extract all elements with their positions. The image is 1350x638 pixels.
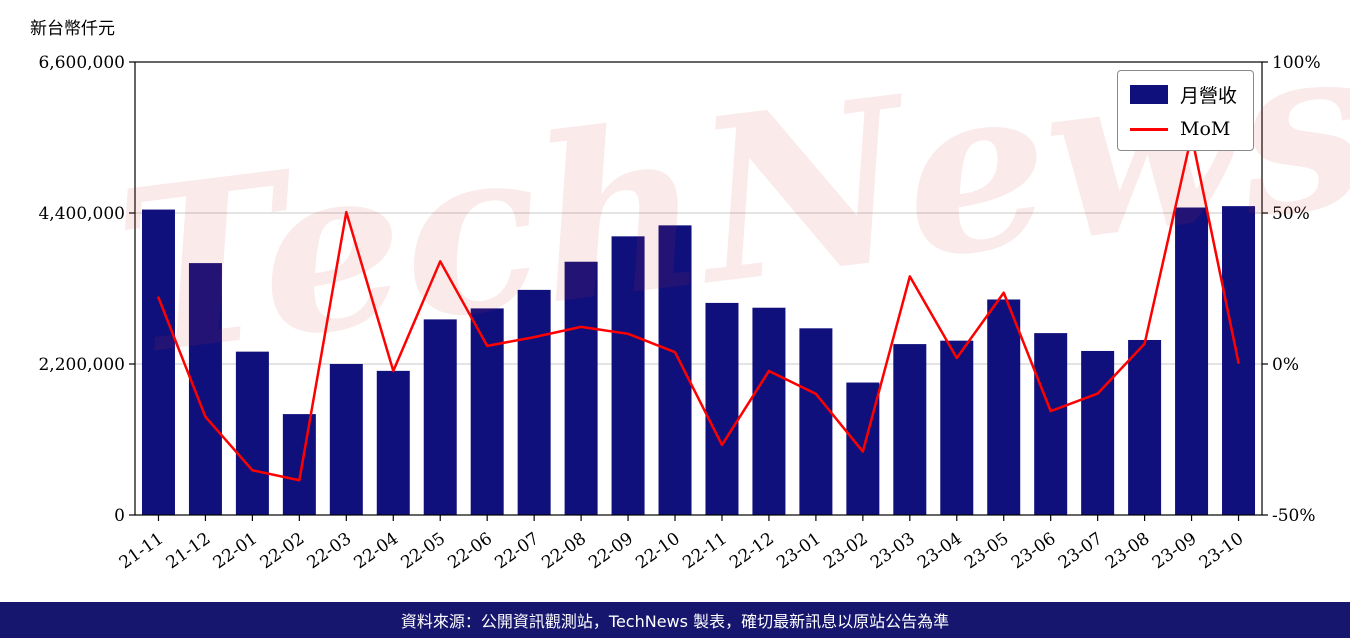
x-tick-label: 22-05 [397,529,449,573]
y-axis-unit-label: 新台幣仟元 [30,19,115,39]
x-tick-label: 23-09 [1149,529,1201,573]
x-tick-label: 23-10 [1196,529,1248,573]
line-swatch-icon [1129,127,1168,131]
x-tick-label: 23-05 [961,529,1013,573]
revenue-bars [141,206,1256,516]
x-axis: 21-1121-1222-0122-0222-0322-0422-0522-06… [116,515,1248,573]
bar [752,307,786,515]
x-tick-label: 22-08 [538,529,590,573]
left-tick-label: 6,600,000 [38,53,125,73]
x-tick-label: 23-04 [914,529,966,573]
bar [564,261,598,515]
x-tick-label: 22-01 [210,529,262,573]
right-tick-label: 100% [1272,53,1321,73]
bar [799,328,833,515]
gridlines [135,212,1262,365]
legend-revenue-label: 月營收 [1179,85,1237,107]
x-tick-label: 22-07 [491,529,543,573]
left-axis: 0 2,200,000 4,400,000 6,600,000 [38,53,135,526]
x-tick-label: 22-04 [351,529,403,573]
bar [705,302,739,515]
x-tick-label: 23-01 [773,529,825,573]
x-tick-label: 21-12 [163,529,215,573]
footer-source-text: 資料來源：公開資訊觀測站，TechNews 製表，確切最新訊息以原站公告為準 [400,612,950,631]
x-tick-label: 22-06 [444,529,496,573]
bar [376,370,410,515]
bar [282,414,316,515]
bar [658,225,692,515]
left-tick-label: 2,200,000 [38,355,125,375]
bar [1081,350,1115,515]
x-tick-label: 22-03 [304,529,356,573]
left-tick-label: 0 [114,506,125,526]
bar [1128,339,1162,515]
bar [423,319,457,515]
x-tick-label: 22-09 [585,529,637,573]
x-tick-label: 23-02 [820,529,872,573]
x-tick-label: 23-06 [1008,529,1060,573]
bar-swatch-icon [1129,85,1168,104]
footer-bar: 資料來源：公開資訊觀測站，TechNews 製表，確切最新訊息以原站公告為準 [0,602,1350,638]
right-tick-label: 50% [1272,204,1310,224]
bar [1034,333,1068,515]
x-tick-label: 23-03 [867,529,919,573]
bar [1175,207,1209,515]
bar [893,344,927,515]
right-tick-label: -50% [1272,506,1316,526]
x-tick-label: 23-08 [1102,529,1154,573]
legend-entry-mom: MoM [1129,118,1237,140]
chart-legend: 月營收 MoM [1116,70,1254,151]
x-tick-label: 21-11 [116,529,168,573]
bar [987,299,1021,515]
bar [470,308,504,515]
bar [141,209,175,515]
bar [940,340,974,515]
x-tick-label: 22-12 [726,529,778,573]
chart-plot: 0 2,200,000 4,400,000 6,600,000 -50% 0% 50% 100… [38,53,1321,573]
legend-mom-label: MoM [1179,118,1231,140]
bar [329,364,363,515]
bar [611,236,645,515]
legend-entry-revenue: 月營收 [1129,81,1237,108]
x-tick-label: 22-02 [257,529,309,573]
x-tick-label: 22-11 [679,529,731,573]
right-tick-label: 0% [1272,355,1299,375]
left-tick-label: 4,400,000 [38,204,125,224]
x-tick-label: 22-10 [632,529,684,573]
bar [517,289,551,515]
mom-line [157,134,1240,482]
right-axis: -50% 0% 50% 100% [1262,53,1321,526]
bar [235,351,269,515]
x-tick-label: 23-07 [1055,529,1107,573]
plot-frame [134,61,1263,516]
